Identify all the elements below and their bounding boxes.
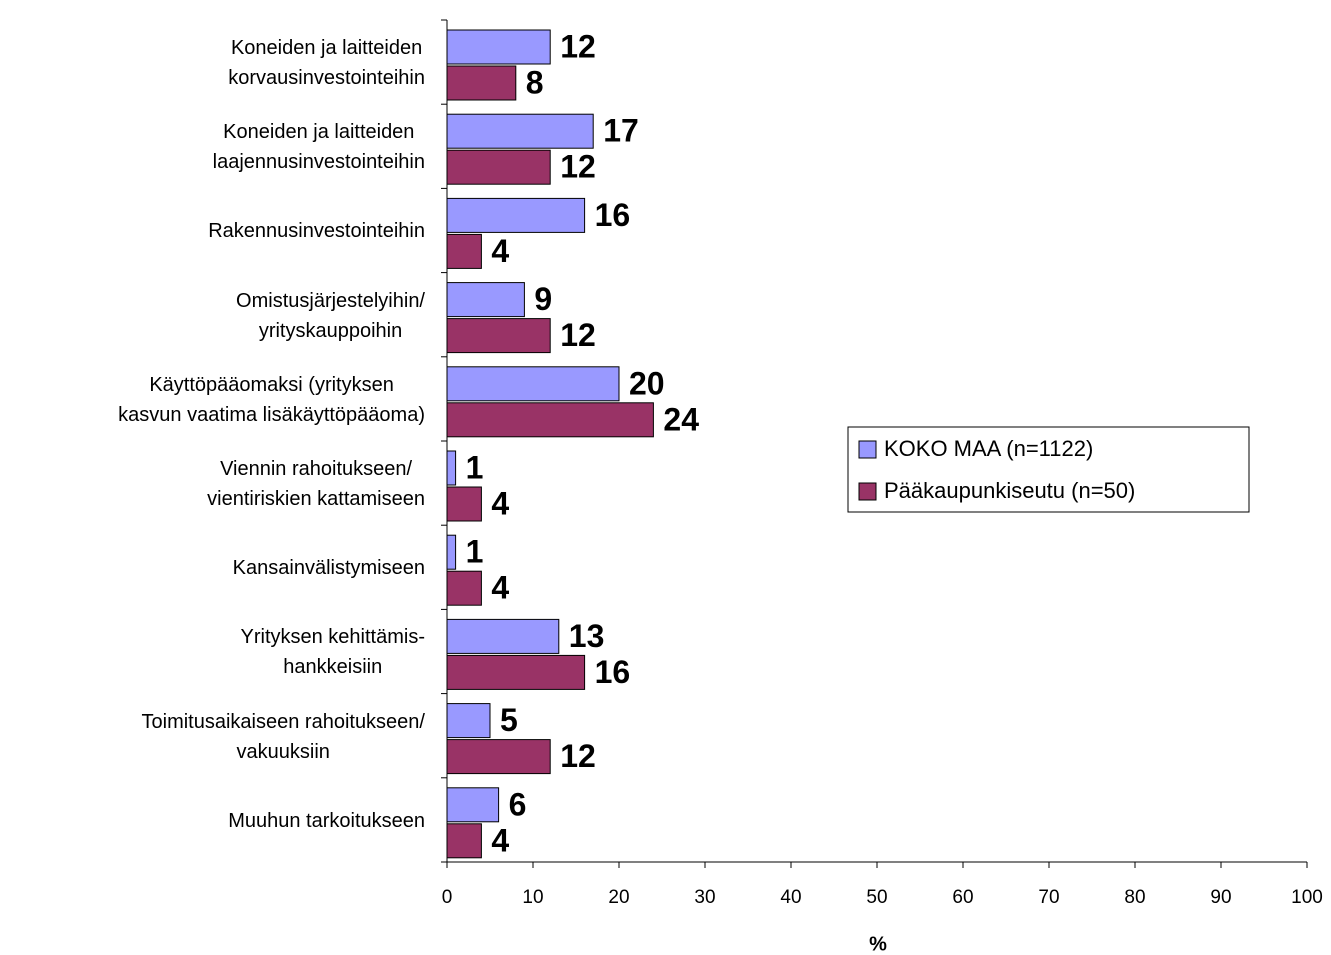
data-label: 5 <box>500 702 518 738</box>
data-label: 16 <box>595 197 631 233</box>
y-tick-label: Viennin rahoitukseen/ vientiriskien katt… <box>207 458 425 510</box>
bar <box>446 618 560 654</box>
x-axis-title: % <box>869 933 887 955</box>
bar <box>446 233 482 269</box>
bar <box>446 450 457 486</box>
bar <box>446 282 525 318</box>
data-label: 4 <box>491 233 509 269</box>
x-tick-label: 70 <box>1038 887 1059 908</box>
data-label: 4 <box>491 822 509 858</box>
bar <box>446 318 551 354</box>
bar <box>446 29 551 65</box>
bar <box>446 366 620 402</box>
x-tick-label: 10 <box>522 887 543 908</box>
data-label: 9 <box>534 281 552 317</box>
x-tick-label: 20 <box>608 887 629 908</box>
data-label: 4 <box>491 485 509 521</box>
x-tick-label: 40 <box>780 887 801 908</box>
data-label: 24 <box>663 401 699 437</box>
data-label: 4 <box>491 570 509 606</box>
x-tick-label: 50 <box>866 887 887 908</box>
y-tick-label: Koneiden ja laitteiden laajennusinvestoi… <box>212 121 425 174</box>
bar <box>446 486 482 522</box>
y-tick-label: Kansainvälistymiseen <box>232 557 425 580</box>
bar <box>446 703 491 739</box>
y-tick-label: Rakennusinvestointeihin <box>208 220 425 243</box>
data-label: 12 <box>560 149 596 185</box>
data-label: 12 <box>560 28 596 64</box>
bar <box>446 197 586 233</box>
bar <box>446 787 500 823</box>
data-label: 13 <box>569 618 605 654</box>
y-tick-label: Koneiden ja laitteiden korvausinvestoint… <box>228 37 425 89</box>
data-label: 20 <box>629 365 665 401</box>
bar <box>446 739 551 775</box>
y-tick-label: Käyttöpääomaksi (yrityksen kasvun vaatim… <box>118 373 425 426</box>
bar <box>446 823 482 859</box>
data-label: 12 <box>560 317 596 353</box>
data-label: 16 <box>595 654 631 690</box>
data-label: 8 <box>526 64 544 100</box>
data-label: 1 <box>466 534 484 570</box>
y-tick-label: Toimitusaikaiseen rahoitukseen/ vakuuksi… <box>141 710 426 763</box>
legend-label: KOKO MAA (n=1122) <box>884 436 1093 461</box>
bar <box>446 149 551 185</box>
y-tick-label: Yrityksen kehittämis- hankkeisiin <box>240 626 426 679</box>
data-label: 17 <box>603 113 639 149</box>
y-tick-label: Omistusjärjestelyihin/ yrityskauppoihin <box>236 289 425 342</box>
bar <box>446 654 586 690</box>
x-tick-label: 30 <box>694 887 715 908</box>
x-tick-label: 90 <box>1210 887 1231 908</box>
y-tick-label: Muuhun tarkoitukseen <box>228 809 425 832</box>
x-tick-label: 0 <box>442 887 453 908</box>
bar <box>446 113 594 149</box>
x-tick-label: 80 <box>1124 887 1145 908</box>
x-tick-label: 100 <box>1291 887 1323 908</box>
bar <box>446 534 457 570</box>
data-label: 6 <box>509 786 527 822</box>
data-label: 12 <box>560 738 596 774</box>
legend-swatch <box>858 482 877 501</box>
legend-swatch <box>858 440 877 459</box>
bar <box>446 402 654 438</box>
data-label: 1 <box>466 449 484 485</box>
legend-box <box>847 426 1250 513</box>
bar <box>446 65 517 101</box>
legend-label: Pääkaupunkiseutu (n=50) <box>884 478 1135 503</box>
x-tick-label: 60 <box>952 887 973 908</box>
bar <box>446 570 482 606</box>
